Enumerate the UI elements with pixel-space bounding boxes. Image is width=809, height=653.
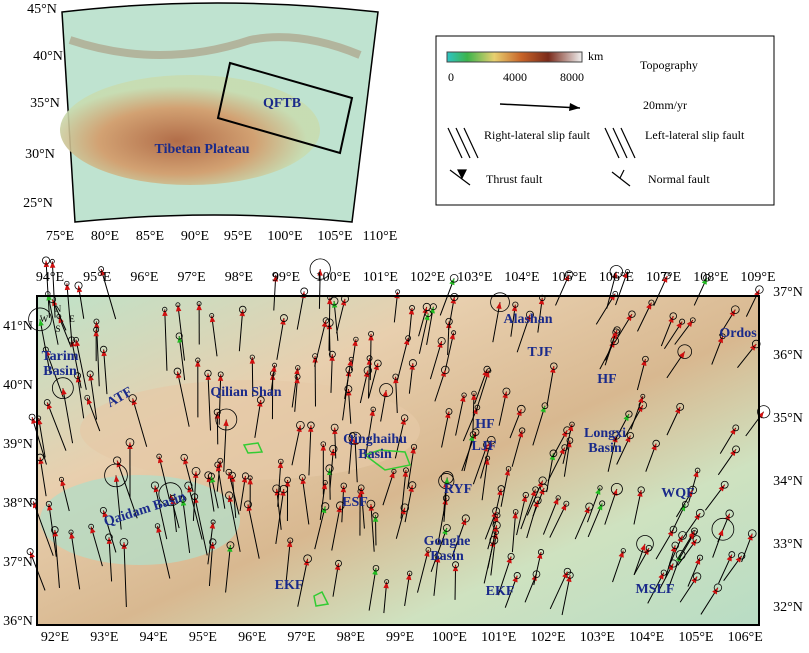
lon-label: 97°E (178, 270, 206, 285)
arrowhead (31, 417, 36, 424)
lon-label: 80°E (91, 229, 119, 244)
error-ellipse (756, 286, 764, 294)
lon-label: 95°E (83, 270, 111, 285)
region-label: EKF (275, 578, 304, 593)
lat-label: 45°N (27, 2, 57, 17)
region-label: Ordos (719, 326, 757, 341)
lat-label: 37°N (773, 285, 803, 300)
lon-label: 103°E (457, 270, 492, 285)
region-label: WQF (661, 486, 694, 501)
lat-label: 25°N (23, 196, 53, 211)
lon-label: 92°E (41, 630, 69, 645)
colorbar-unit: km (588, 49, 604, 63)
compass-letter: W (40, 314, 49, 324)
legend-item: Thrust fault (486, 172, 543, 186)
region-label: MSLF (636, 582, 675, 597)
lat-label: 35°N (30, 96, 60, 111)
lat-label: 40°N (3, 378, 33, 393)
compass-letter: S (55, 324, 60, 334)
lon-label: 104°E (504, 270, 539, 285)
lon-label: 95°E (224, 229, 252, 244)
colorbar-tick: 4000 (503, 70, 527, 84)
lon-label: 94°E (140, 630, 168, 645)
lat-label: 39°N (3, 437, 33, 452)
lon-label: 101°E (363, 270, 398, 285)
lon-label: 100°E (316, 270, 351, 285)
region-label: TJF (528, 345, 553, 360)
region-label: Tibetan Plateau (154, 142, 249, 157)
lat-label: 41°N (3, 319, 33, 334)
lon-label: 104°E (629, 630, 664, 645)
colorbar (447, 52, 582, 62)
colorbar-tick: 0 (448, 70, 454, 84)
lon-label: 106°E (599, 270, 634, 285)
lat-label: 40°N (33, 49, 63, 64)
lat-label: 30°N (25, 147, 55, 162)
lon-label: 107°E (646, 270, 681, 285)
lon-label: 90°E (181, 229, 209, 244)
region-label: EKF (486, 584, 515, 599)
lon-label: 94°E (36, 270, 64, 285)
lon-label: 102°E (410, 270, 445, 285)
lon-label: 110°E (363, 229, 398, 244)
lon-label: 105°E (552, 270, 587, 285)
legend-item: Left-lateral slip fault (645, 128, 745, 142)
region-label: ESF (342, 495, 368, 510)
lat-label: 38°N (3, 496, 33, 511)
lon-label: 75°E (46, 229, 74, 244)
lon-label: 98°E (337, 630, 365, 645)
lon-label: 99°E (386, 630, 414, 645)
legend-title: Topography (640, 58, 698, 72)
region-label: HF (597, 372, 616, 387)
lon-label: 96°E (130, 270, 158, 285)
lon-label: 108°E (693, 270, 728, 285)
compass-letter: N (55, 304, 62, 314)
lon-label: 106°E (728, 630, 763, 645)
colorbar-tick: 8000 (560, 70, 584, 84)
lat-label: 37°N (3, 555, 33, 570)
lon-label: 100°E (267, 229, 302, 244)
region-label: QFTB (263, 96, 301, 111)
region-label: RYF (444, 482, 472, 497)
region-label: Qilian Shan (210, 385, 281, 400)
region-label: HF (475, 417, 494, 432)
compass-letter: E (69, 314, 75, 324)
lon-label: 103°E (580, 630, 615, 645)
lat-label: 33°N (773, 537, 803, 552)
lon-label: 101°E (481, 630, 516, 645)
lat-label: 32°N (773, 600, 803, 615)
lon-label: 105°E (317, 229, 352, 244)
region-label: Alashan (503, 312, 552, 327)
lon-label: 98°E (225, 270, 253, 285)
lat-label: 35°N (773, 411, 803, 426)
lat-label: 34°N (773, 474, 803, 489)
lon-label: 105°E (678, 630, 713, 645)
lon-label: 100°E (432, 630, 467, 645)
lon-label: 96°E (238, 630, 266, 645)
region-label: LJF (472, 439, 497, 454)
lon-label: 93°E (90, 630, 118, 645)
lat-label: 36°N (773, 348, 803, 363)
lon-label: 109°E (740, 270, 775, 285)
lon-label: 85°E (136, 229, 164, 244)
lat-label: 36°N (3, 614, 33, 629)
plateau-shade (60, 75, 320, 185)
lon-label: 97°E (287, 630, 315, 645)
lon-label: 102°E (530, 630, 565, 645)
lon-label: 99°E (272, 270, 300, 285)
legend-item: Normal fault (648, 172, 710, 186)
legend-item: Right-lateral slip fault (484, 128, 591, 142)
lon-label: 95°E (189, 630, 217, 645)
scale-label: 20mm/yr (643, 98, 687, 112)
